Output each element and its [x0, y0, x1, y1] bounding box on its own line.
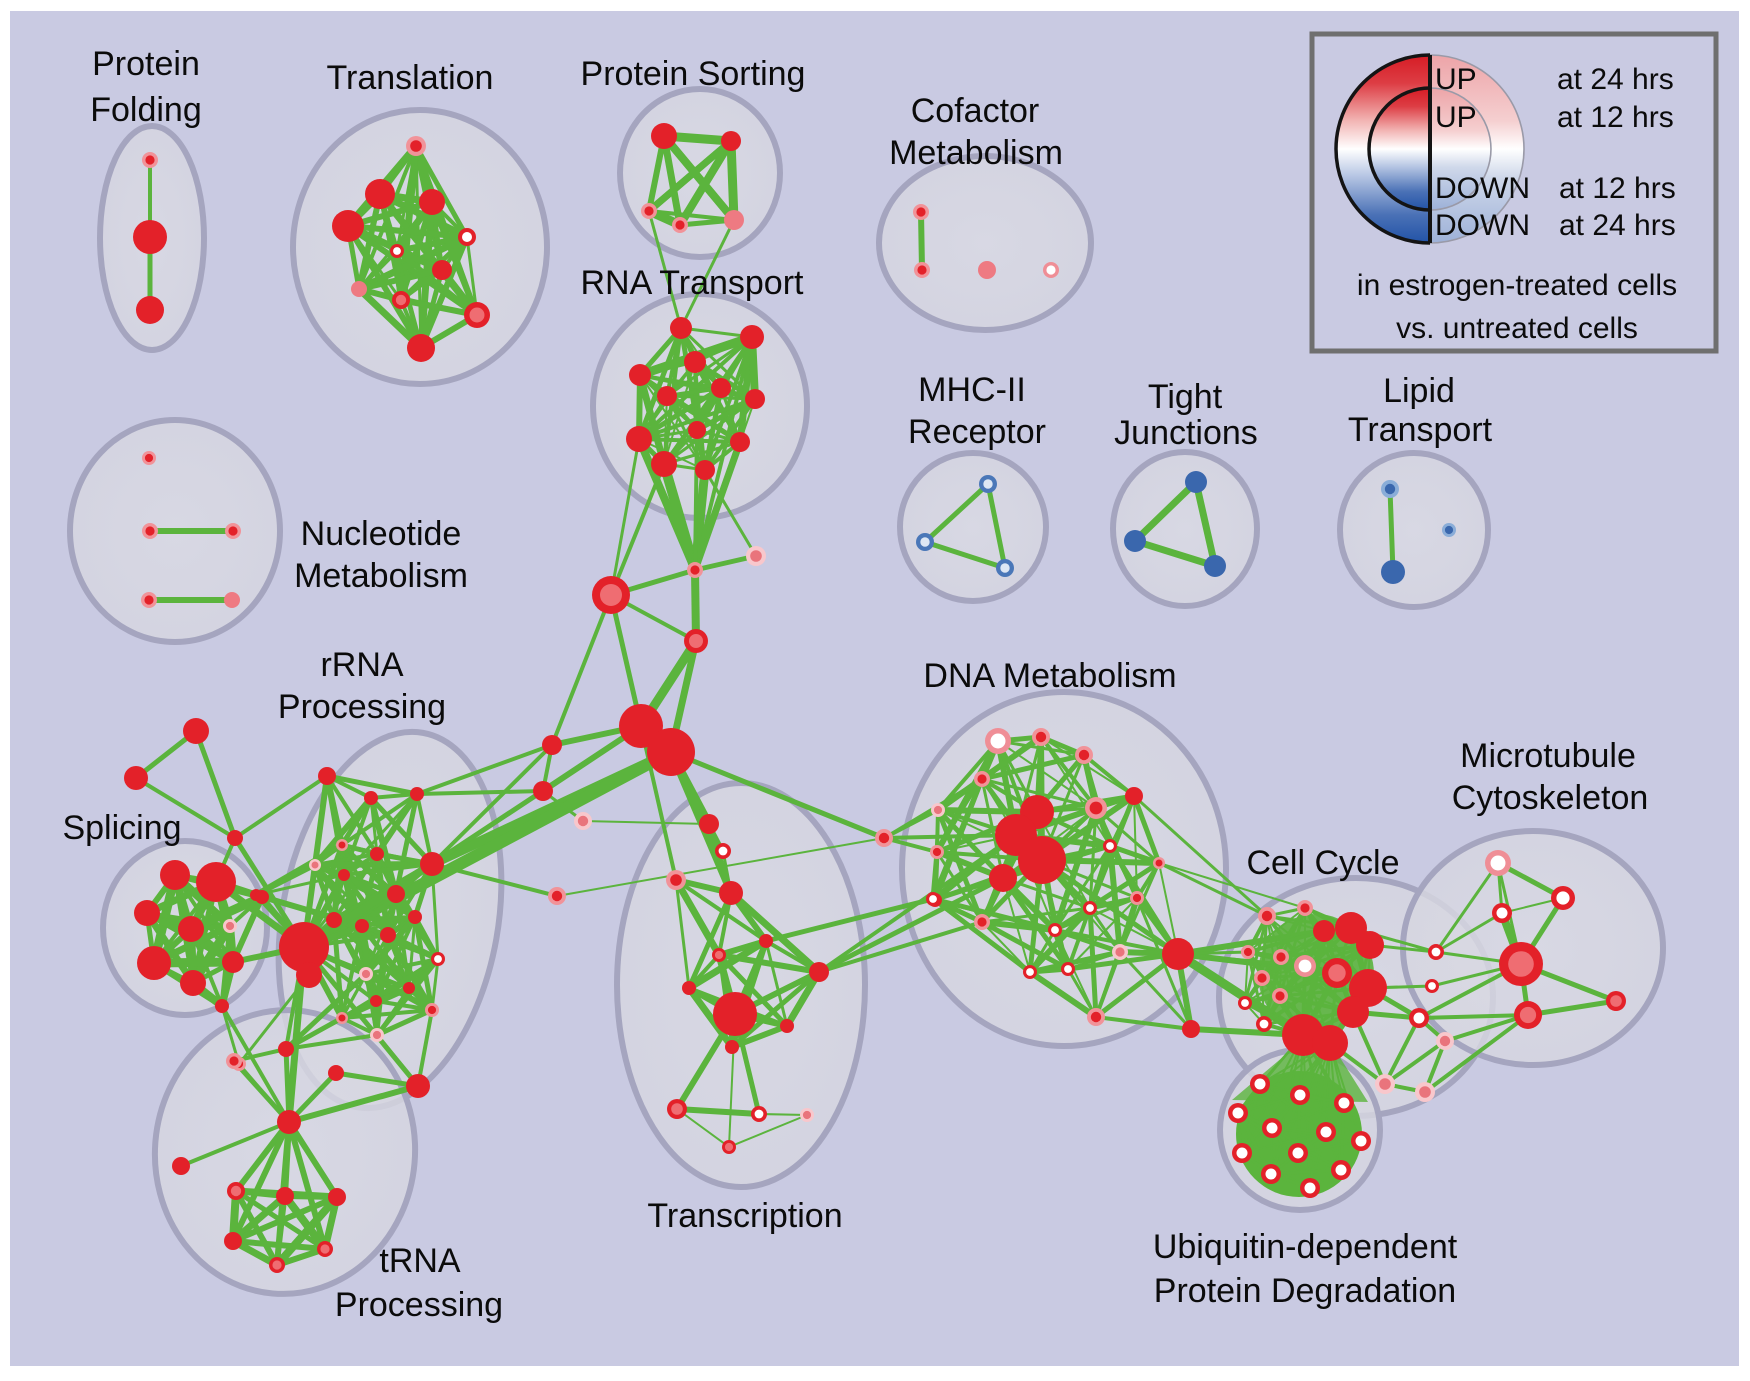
- svg-text:DOWN: DOWN: [1435, 209, 1530, 242]
- svg-text:at 24 hrs: at 24 hrs: [1559, 209, 1676, 242]
- svg-text:Processing: Processing: [278, 688, 446, 726]
- svg-text:Cofactor: Cofactor: [911, 92, 1040, 130]
- svg-text:Transcription: Transcription: [647, 1197, 842, 1235]
- svg-text:in estrogen-treated cells: in estrogen-treated cells: [1357, 269, 1677, 302]
- svg-text:at 12 hrs: at 12 hrs: [1557, 101, 1674, 134]
- svg-text:UP: UP: [1435, 63, 1477, 96]
- svg-text:Protein Degradation: Protein Degradation: [1154, 1272, 1456, 1310]
- svg-text:tRNA: tRNA: [379, 1242, 461, 1280]
- svg-text:Protein Sorting: Protein Sorting: [581, 55, 806, 93]
- svg-text:Junctions: Junctions: [1114, 414, 1258, 452]
- svg-text:at 24 hrs: at 24 hrs: [1557, 63, 1674, 96]
- svg-text:MHC-II: MHC-II: [918, 371, 1026, 409]
- svg-text:Cell Cycle: Cell Cycle: [1246, 844, 1399, 882]
- svg-text:Metabolism: Metabolism: [889, 134, 1063, 172]
- svg-text:Receptor: Receptor: [908, 413, 1046, 451]
- svg-text:Translation: Translation: [327, 59, 494, 97]
- svg-text:DOWN: DOWN: [1435, 172, 1530, 205]
- svg-text:Folding: Folding: [90, 91, 202, 129]
- svg-text:at 12 hrs: at 12 hrs: [1559, 172, 1676, 205]
- svg-text:UP: UP: [1435, 101, 1477, 134]
- svg-text:Cytoskeleton: Cytoskeleton: [1452, 779, 1649, 817]
- svg-text:Metabolism: Metabolism: [294, 557, 468, 595]
- svg-text:Tight: Tight: [1148, 378, 1223, 416]
- svg-text:RNA Transport: RNA Transport: [581, 264, 805, 302]
- svg-text:Nucleotide: Nucleotide: [301, 515, 462, 553]
- svg-text:Protein: Protein: [92, 45, 200, 83]
- svg-text:rRNA: rRNA: [320, 646, 403, 684]
- svg-text:Ubiquitin-dependent: Ubiquitin-dependent: [1153, 1228, 1458, 1266]
- svg-text:Lipid: Lipid: [1383, 372, 1455, 410]
- svg-text:Splicing: Splicing: [62, 809, 181, 847]
- svg-text:Microtubule: Microtubule: [1460, 737, 1636, 775]
- svg-text:Processing: Processing: [335, 1286, 503, 1324]
- svg-text:Transport: Transport: [1348, 411, 1493, 449]
- svg-text:DNA Metabolism: DNA Metabolism: [923, 657, 1176, 695]
- svg-text:vs. untreated cells: vs. untreated cells: [1396, 312, 1638, 345]
